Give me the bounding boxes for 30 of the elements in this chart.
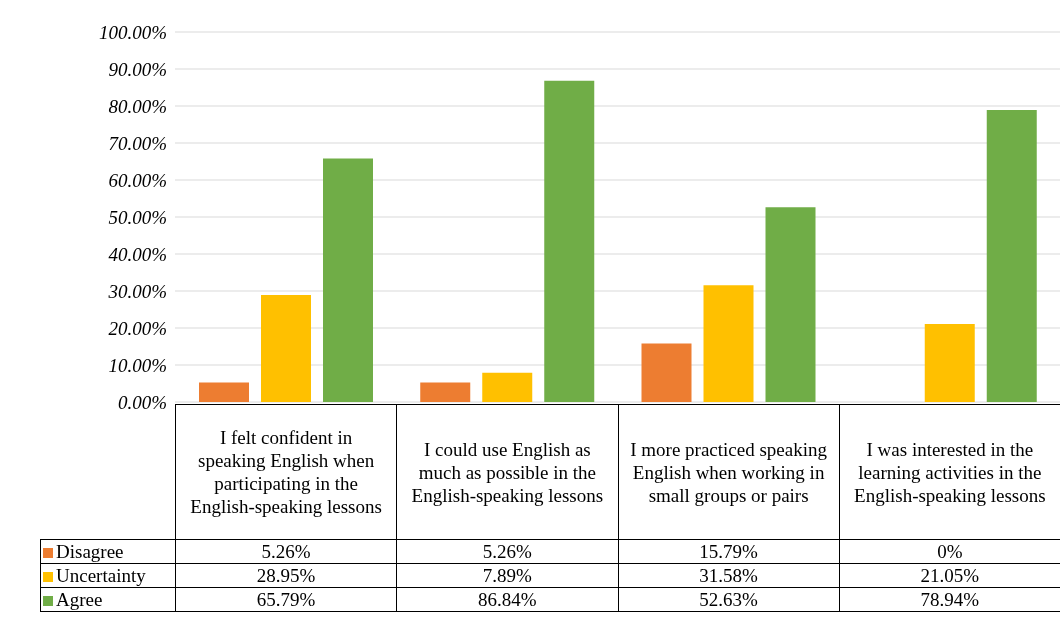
x-tick-label: I was interested in the learning activities in the English-speaking lessons [839,404,1060,540]
data-label: 0% [839,539,1060,564]
legend-label: Uncertainty [40,563,176,588]
y-tick-label: 100.00% [98,21,167,43]
data-label: 31.58% [618,563,840,588]
y-tick-label: 40.00% [108,243,167,265]
data-label: 86.84% [396,587,618,612]
y-tick-label: 50.00% [108,206,167,228]
data-label: 21.05% [839,563,1060,588]
legend-label: Disagree [40,539,176,564]
data-label: 28.95% [175,563,397,588]
x-tick-label: I more practiced speaking English when working in small groups or pairs [618,404,840,540]
data-label: 5.26% [396,539,618,564]
y-tick-label: 30.00% [107,280,167,302]
y-tick-label: 80.00% [108,95,167,117]
data-label: 7.89% [396,563,618,588]
y-tick-label: 60.00% [108,169,167,191]
data-label: 65.79% [175,587,397,612]
data-label: 5.26% [175,539,397,564]
y-tick-label: 10.00% [108,354,167,376]
y-tick-label: 70.00% [108,132,167,154]
x-tick-label: I felt confident in speaking English when participating in the English-speaking lessons [175,404,397,540]
data-label: 15.79% [618,539,840,564]
y-tick-label: 90.00% [108,58,167,80]
y-tick-label: 20.00% [108,317,167,339]
y-tick-label: 0.00% [117,391,167,413]
data-label: 78.94% [839,587,1060,612]
data-label: 52.63% [618,587,840,612]
legend-label: Agree [40,587,176,612]
x-tick-label: I could use English as much as possible in the English-speaking lessons [396,404,618,540]
